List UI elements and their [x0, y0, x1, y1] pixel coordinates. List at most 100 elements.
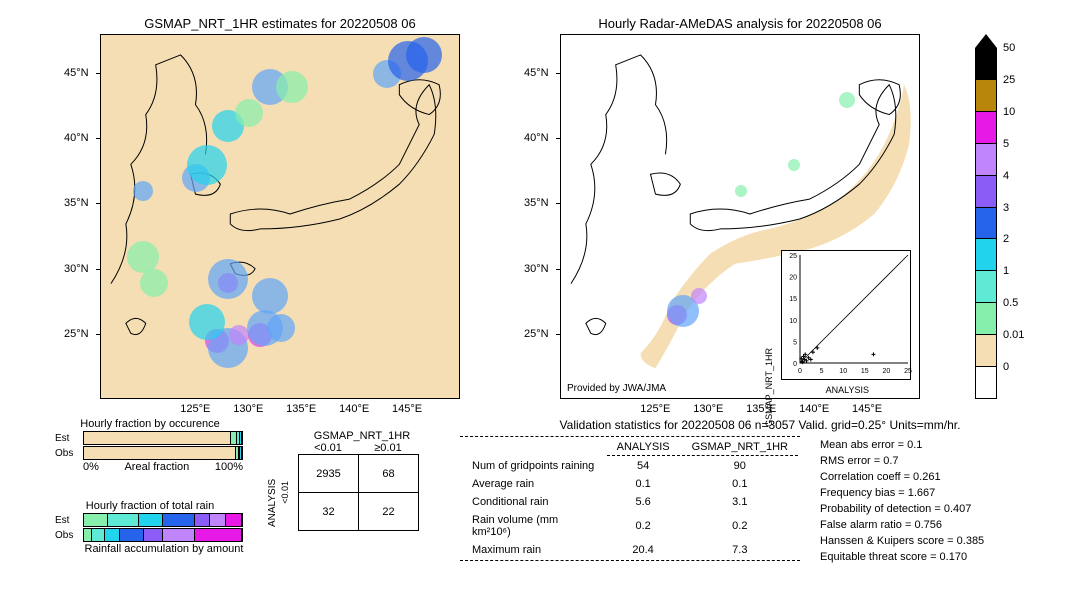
stats-title: Validation statistics for 20220508 06 n=…	[460, 418, 1060, 432]
svg-text:25: 25	[904, 368, 912, 375]
scatter-inset: 00551010151520202525	[781, 250, 911, 380]
colorbar-tick-label: 0.5	[1003, 297, 1018, 309]
totalrain-cap: Rainfall accumulation by amount	[83, 543, 245, 555]
x-tick-label: 140°E	[799, 403, 829, 415]
colorbar-segment	[975, 112, 997, 144]
bar-segment	[92, 529, 105, 541]
stats-metric: Mean abs error = 0.1	[820, 438, 984, 454]
bar-segment	[226, 514, 242, 526]
x-tick-label: 145°E	[392, 403, 422, 415]
colorbar-tick-label: 2	[1003, 233, 1009, 245]
stats-metric: Probability of detection = 0.407	[820, 502, 984, 518]
occurrence-panel: Hourly fraction by occurence Est Obs 0% …	[55, 418, 245, 473]
occ-x0: 0%	[83, 461, 99, 473]
occ-obs-bar	[83, 446, 243, 460]
cont-col-hdr: GSMAP_NRT_1HR	[305, 430, 419, 442]
bar-segment	[108, 514, 140, 526]
bar-segment	[210, 514, 226, 526]
y-tick-label: 35°N	[524, 197, 549, 209]
colorbar-segment	[975, 303, 997, 335]
contingency-cell: 68	[359, 455, 419, 493]
colorbar-segment	[975, 80, 997, 112]
stats-right: Mean abs error = 0.1RMS error = 0.7Corre…	[820, 438, 984, 566]
precip-blob	[252, 278, 288, 314]
colorbar-tick-label: 4	[1003, 170, 1009, 182]
cont-row0: <0.01	[280, 481, 298, 504]
precip-blob	[187, 145, 227, 185]
colorbar-segment	[975, 239, 997, 271]
x-tick-label: 135°E	[746, 403, 776, 415]
svg-text:0: 0	[798, 368, 802, 375]
svg-text:20: 20	[789, 275, 797, 282]
colorbar-tick-label: 5	[1003, 138, 1009, 150]
contingency-cell: 2935	[299, 455, 359, 493]
colorbar-segment	[975, 144, 997, 176]
colorbar-tick-label: 0	[1003, 361, 1009, 373]
svg-text:20: 20	[883, 368, 891, 375]
precip-blob	[208, 259, 248, 299]
svg-text:10: 10	[839, 368, 847, 375]
occ-est-bar	[83, 431, 243, 445]
bar-segment	[120, 529, 144, 541]
stats-row: Average rain0.10.1	[462, 476, 798, 492]
bar-segment	[163, 529, 195, 541]
occ-xmid: Areal fraction	[124, 461, 189, 473]
x-tick-label: 125°E	[640, 403, 670, 415]
tr-obs-label: Obs	[55, 530, 83, 541]
bar-segment	[240, 447, 242, 459]
occurrence-title: Hourly fraction by occurence	[55, 418, 245, 430]
x-tick-label: 130°E	[693, 403, 723, 415]
left-map	[100, 34, 460, 399]
stats-left: Validation statistics for 20220508 06 n=…	[460, 418, 800, 561]
precip-blob	[839, 92, 855, 108]
totalrain-panel: Hourly fraction of total rain Est Obs Ra…	[55, 500, 245, 555]
inset-ylabel: GSMAP_NRT_1HR	[764, 348, 774, 427]
contingency-cell: 22	[359, 493, 419, 531]
attribution: Provided by JWA/JMA	[567, 383, 666, 394]
bar-segment	[139, 514, 163, 526]
colorbar-tick-label: 3	[1003, 202, 1009, 214]
precip-blob	[276, 71, 308, 103]
bar-segment	[84, 447, 236, 459]
x-tick-label: 135°E	[286, 403, 316, 415]
svg-text:10: 10	[789, 318, 797, 325]
y-tick-label: 45°N	[524, 67, 549, 79]
inset-xlabel: ANALYSIS	[826, 385, 869, 395]
stats-metric: RMS error = 0.7	[820, 454, 984, 470]
colorbar-tick-label: 1	[1003, 265, 1009, 277]
tr-obs-bar	[83, 528, 243, 542]
y-tick-label: 30°N	[524, 263, 549, 275]
colorbar-arrow	[975, 34, 997, 48]
colorbar-segment	[975, 48, 997, 80]
left-map-title: GSMAP_NRT_1HR estimates for 20220508 06	[100, 16, 460, 31]
y-tick-label: 25°N	[64, 328, 89, 340]
precip-blob	[406, 37, 442, 73]
svg-text:5: 5	[820, 368, 824, 375]
y-tick-label: 25°N	[524, 328, 549, 340]
precip-blob	[691, 288, 707, 304]
stats-metric: Correlation coeff = 0.261	[820, 470, 984, 486]
x-tick-label: 125°E	[180, 403, 210, 415]
x-tick-label: 130°E	[233, 403, 263, 415]
bar-segment	[240, 432, 242, 444]
stats-metric: Equitable threat score = 0.170	[820, 550, 984, 566]
precip-blob	[140, 269, 168, 297]
bar-segment	[84, 432, 231, 444]
contingency-table: GSMAP_NRT_1HR ANALYSIS <0.01 ≥0.01 <0.01…	[265, 430, 419, 531]
precip-blob	[229, 325, 249, 345]
colorbar-segment	[975, 176, 997, 208]
colorbar-tick-label: 0.01	[1003, 329, 1024, 341]
y-tick-label: 40°N	[524, 132, 549, 144]
svg-text:25: 25	[789, 253, 797, 260]
bar-segment	[163, 514, 195, 526]
bar-segment	[195, 529, 242, 541]
colorbar-segment	[975, 208, 997, 240]
svg-text:15: 15	[861, 368, 869, 375]
y-tick-label: 35°N	[64, 197, 89, 209]
tr-est-label: Est	[55, 515, 83, 526]
stats-metric: Hanssen & Kuipers score = 0.385	[820, 534, 984, 550]
svg-text:0: 0	[793, 361, 797, 368]
x-tick-label: 140°E	[339, 403, 369, 415]
svg-text:15: 15	[789, 296, 797, 303]
stats-metric: False alarm ratio = 0.756	[820, 518, 984, 534]
